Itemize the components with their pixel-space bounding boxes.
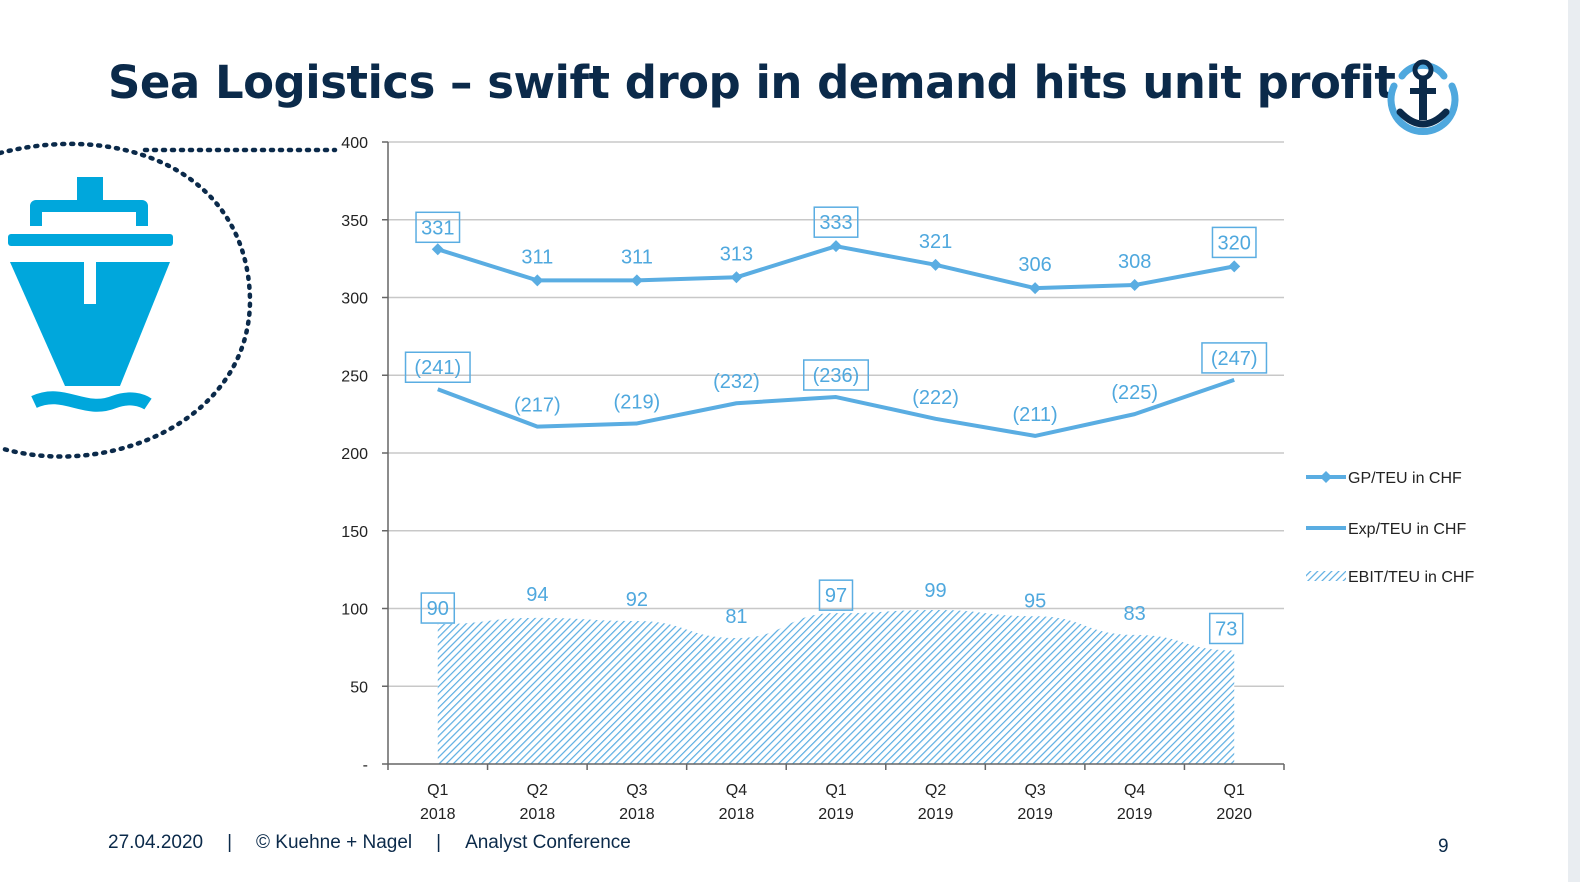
gp-marker — [929, 258, 942, 271]
data-label: 73 — [1215, 618, 1237, 640]
ebit-area-layer — [437, 610, 1235, 764]
data-labels: 331 311 311 313 333 321 306 308 320 (241) (217) (21… — [404, 206, 1268, 645]
legend-label-ebit: EBIT/TEU in CHF — [1348, 569, 1474, 586]
gp-marker — [431, 243, 444, 256]
y-tick-label: 300 — [341, 291, 368, 308]
gp-marker — [1228, 260, 1241, 273]
page-number: 9 — [1438, 836, 1449, 857]
data-label-box — [1211, 226, 1257, 259]
y-tick-label: 100 — [341, 602, 368, 619]
x-tick-label: 2020 — [1216, 806, 1252, 823]
data-label: 321 — [919, 231, 952, 253]
axes — [387, 142, 1284, 765]
gp-marker — [630, 274, 643, 287]
y-tick-label: 400 — [341, 135, 368, 152]
data-label: 313 — [720, 243, 753, 265]
data-label: 90 — [427, 598, 449, 620]
gp-marker — [730, 271, 743, 284]
legend-gp-marker — [1320, 471, 1332, 483]
y-tick-label: 250 — [341, 368, 368, 385]
x-tick-label: 2018 — [520, 806, 556, 823]
container-ship-icon — [0, 141, 338, 459]
data-label: 97 — [825, 585, 847, 607]
data-label: 83 — [1124, 603, 1146, 625]
data-label: 331 — [421, 217, 454, 239]
data-label-box — [813, 206, 859, 238]
y-tick-label: 50 — [350, 679, 368, 696]
data-label: 95 — [1024, 590, 1046, 612]
data-label: (232) — [713, 371, 760, 393]
footer-event: Analyst Conference — [465, 832, 631, 853]
data-label: (217) — [514, 395, 561, 417]
x-tick-label: Q3 — [626, 782, 647, 799]
x-tick-label: 2019 — [1017, 806, 1053, 823]
x-tick-label: Q2 — [527, 782, 548, 799]
data-label: (219) — [614, 391, 661, 413]
footer-separator: | — [436, 832, 442, 853]
legend-label-gp: GP/TEU in CHF — [1348, 470, 1462, 487]
ebit-area — [437, 610, 1235, 764]
x-tick-label: 2019 — [818, 806, 854, 823]
gp-marker — [1128, 279, 1141, 292]
footer-date: 27.04.2020 — [108, 832, 204, 853]
x-axis-ticks: Q1 2018 Q2 2018 Q3 2018 Q4 2018 Q1 2019 Q2 2019 Q3 20… — [387, 764, 1285, 823]
data-label: 92 — [626, 589, 648, 611]
data-label: (241) — [414, 357, 461, 379]
exp-line — [437, 378, 1235, 438]
slide-edge-strip — [1568, 0, 1580, 882]
data-label: 81 — [725, 606, 747, 628]
x-tick-label: 2018 — [420, 806, 456, 823]
y-tick-label: 150 — [341, 524, 368, 541]
data-label-box — [1201, 342, 1268, 374]
data-label: 320 — [1218, 232, 1251, 254]
anchor-logo-icon — [1387, 59, 1459, 136]
x-tick-label: Q1 — [1224, 782, 1245, 799]
legend-label-exp: Exp/TEU in CHF — [1348, 521, 1466, 538]
footer-copyright: © Kuehne + Nagel — [256, 832, 413, 853]
data-label: 333 — [819, 212, 852, 234]
gp-marker — [830, 240, 842, 253]
data-label: (247) — [1211, 348, 1258, 370]
x-tick-label: 2018 — [719, 806, 755, 823]
data-label-box — [420, 592, 456, 624]
x-tick-label: Q4 — [726, 782, 747, 799]
y-tick-label: 350 — [341, 213, 368, 230]
data-label: 306 — [1018, 254, 1051, 276]
data-label: (225) — [1111, 382, 1158, 404]
legend-ebit-swatch — [1306, 571, 1346, 581]
data-label-box — [803, 359, 869, 391]
x-tick-label: 2019 — [918, 806, 954, 823]
data-label: 311 — [621, 246, 653, 268]
x-tick-label: Q4 — [1124, 782, 1145, 799]
gp-marker — [531, 274, 544, 287]
data-label: 94 — [526, 584, 548, 606]
footer: 27.04.2020 | © Kuehne + Nagel | Analyst Conf… — [108, 832, 631, 854]
gp-line — [437, 244, 1235, 291]
x-tick-label: Q2 — [925, 782, 946, 799]
data-label: (222) — [912, 387, 959, 409]
legend: GP/TEU in CHF Exp/TEU in CHF EBIT/TEU in C… — [1306, 470, 1474, 586]
y-axis-ticks: - 50 100 150 200 250 300 350 400 — [341, 135, 388, 774]
x-tick-label: Q3 — [1024, 782, 1045, 799]
slide-title: Sea Logistics – swift drop in demand hit… — [108, 56, 1396, 109]
x-tick-label: 2019 — [1117, 806, 1153, 823]
data-label: 99 — [924, 580, 946, 602]
gp-marker — [1029, 282, 1042, 295]
x-tick-label: Q1 — [427, 782, 448, 799]
data-label: 311 — [521, 246, 553, 268]
data-label-box — [404, 351, 471, 383]
x-tick-label: Q1 — [825, 782, 846, 799]
footer-separator: | — [227, 832, 233, 853]
gp-markers — [431, 240, 1241, 295]
y-tick-label: 200 — [341, 446, 368, 463]
data-label: (236) — [813, 365, 860, 387]
data-label-box — [1208, 612, 1244, 645]
data-label-box — [415, 211, 461, 244]
data-label: (211) — [1013, 404, 1058, 426]
data-label: 308 — [1118, 251, 1151, 273]
data-label-box — [818, 579, 854, 611]
x-tick-label: 2018 — [619, 806, 655, 823]
y-tick-label: - — [363, 757, 368, 774]
